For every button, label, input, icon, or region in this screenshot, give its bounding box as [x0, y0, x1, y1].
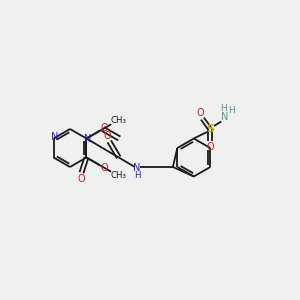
Text: O: O: [100, 163, 108, 172]
Text: O: O: [206, 142, 214, 152]
Text: N: N: [84, 134, 91, 143]
Text: N: N: [220, 112, 228, 122]
Text: H: H: [134, 170, 140, 179]
Text: CH₃: CH₃: [110, 171, 126, 180]
Text: H: H: [228, 106, 235, 115]
Text: O: O: [78, 174, 85, 184]
Text: N: N: [51, 131, 58, 142]
Text: CH₃: CH₃: [110, 116, 126, 125]
Text: O: O: [196, 108, 204, 118]
Text: H: H: [220, 104, 226, 113]
Text: O: O: [100, 123, 108, 134]
Text: S: S: [206, 124, 214, 134]
Text: O: O: [103, 131, 111, 141]
Text: N: N: [133, 163, 141, 173]
